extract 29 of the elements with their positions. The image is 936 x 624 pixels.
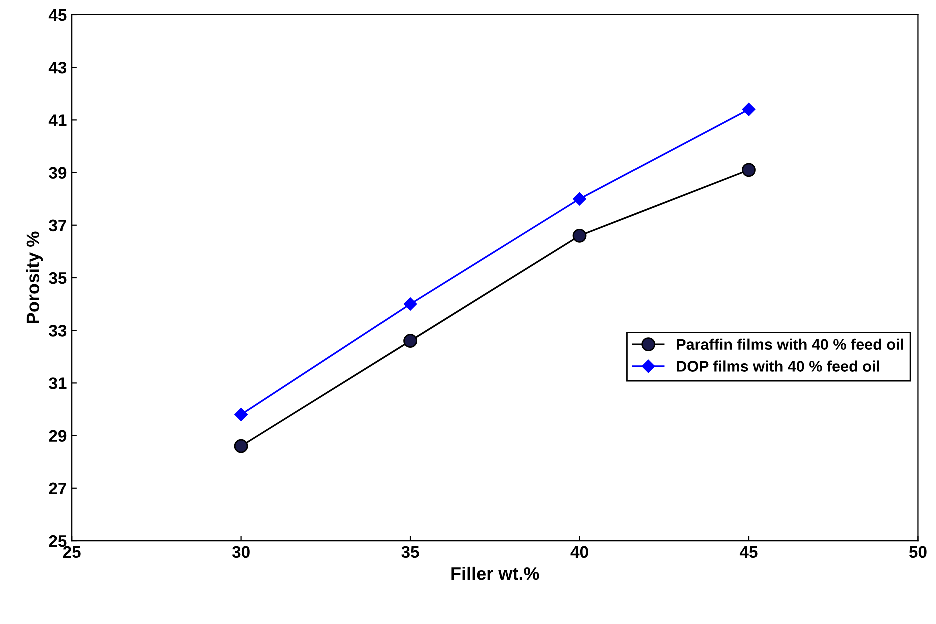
y-tick-label: 31 xyxy=(49,378,67,390)
y-axis-title: Porosity % xyxy=(26,232,44,324)
y-tick-label: 29 xyxy=(49,430,67,442)
y-tick-label: 33 xyxy=(49,324,67,337)
y-tick-label: 45 xyxy=(48,10,67,22)
x-tick-label: 50 xyxy=(909,546,927,558)
x-tick-label: 45 xyxy=(740,546,758,558)
point xyxy=(234,408,248,422)
y-tick-label: 43 xyxy=(48,62,67,74)
point xyxy=(404,298,418,311)
x-tick-label: 35 xyxy=(402,546,420,558)
y-tick-label: 39 xyxy=(49,167,67,180)
point xyxy=(573,192,586,206)
legend-label: Paraffin films with 40 % feed oil xyxy=(677,338,904,350)
point xyxy=(572,228,587,243)
y-tick-label: 41 xyxy=(48,114,67,126)
y-tick-label: 37 xyxy=(49,220,66,232)
point xyxy=(404,334,418,348)
y-tick-label: 35 xyxy=(49,272,67,284)
legend-label: DOP films with 40 % feed oil xyxy=(677,360,880,372)
point xyxy=(742,163,756,178)
x-axis-title: Filler wt.% xyxy=(452,566,540,580)
x-tick-label: 30 xyxy=(232,546,250,558)
point xyxy=(742,103,756,116)
x-tick-label: 40 xyxy=(570,546,588,558)
y-tick-label: 25 xyxy=(49,535,67,548)
point xyxy=(234,439,248,454)
x-tick-label: 25 xyxy=(63,546,81,558)
y-tick-label: 27 xyxy=(49,482,66,494)
